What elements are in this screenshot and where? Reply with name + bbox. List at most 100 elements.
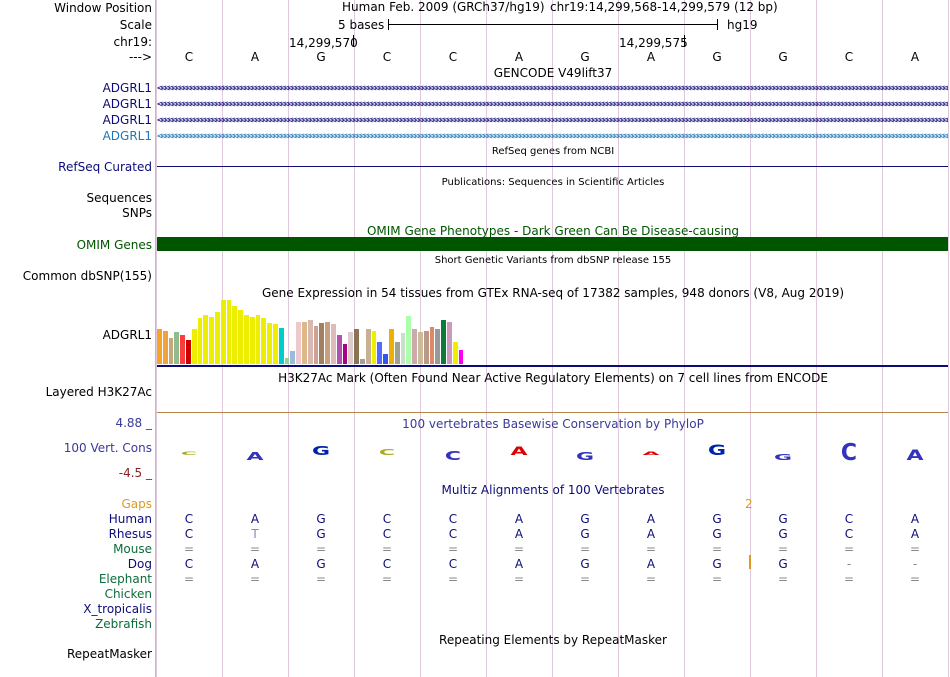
gtex-tissue-bar[interactable] bbox=[209, 317, 214, 364]
alignment-base: = bbox=[513, 572, 525, 586]
gencode-transcript-line[interactable]: <<<<<<<<<<<<<<<<<<<<<<<<<<<<<<<<<<<<<<<<… bbox=[157, 132, 948, 142]
species-label[interactable]: Elephant bbox=[98, 572, 152, 586]
gencode-transcript-label[interactable]: ADGRL1 bbox=[102, 81, 152, 95]
gtex-tissue-bar[interactable] bbox=[261, 318, 267, 364]
gtex-tissue-bar[interactable] bbox=[273, 324, 278, 364]
gtex-tissue-bar[interactable] bbox=[400, 333, 406, 364]
omim-feature-bar[interactable] bbox=[157, 237, 948, 251]
gtex-tissue-bar[interactable] bbox=[174, 332, 180, 364]
species-label[interactable]: Mouse bbox=[113, 542, 152, 556]
phylop-base-glyph: A bbox=[906, 448, 924, 464]
position-readout[interactable]: chr19:14,299,568-14,299,579 (12 bp) bbox=[550, 0, 778, 14]
gtex-tissue-bar[interactable] bbox=[197, 318, 203, 364]
publications-label-snps[interactable]: SNPs bbox=[122, 206, 152, 220]
gtex-tissue-bar[interactable] bbox=[383, 354, 388, 364]
gtex-tissue-bar[interactable] bbox=[371, 331, 377, 364]
gtex-tissue-bar[interactable] bbox=[412, 329, 417, 364]
phylop-base-glyph: A bbox=[510, 445, 527, 458]
gtex-tissue-bar[interactable] bbox=[435, 329, 441, 364]
alignment-base: = bbox=[381, 572, 393, 586]
gencode-transcript-label[interactable]: ADGRL1 bbox=[102, 129, 152, 143]
gencode-transcript-label[interactable]: ADGRL1 bbox=[102, 97, 152, 111]
gtex-tissue-bar[interactable] bbox=[307, 320, 313, 364]
alignment-base: G bbox=[580, 527, 590, 541]
gtex-tissue-bar[interactable] bbox=[389, 329, 394, 364]
alignment-base: A bbox=[250, 557, 260, 571]
gtex-tissue-bar[interactable] bbox=[290, 351, 296, 364]
gtex-tissue-bar[interactable] bbox=[302, 322, 307, 364]
gtex-tissue-bar[interactable] bbox=[244, 315, 249, 364]
gtex-tissue-bar[interactable] bbox=[168, 338, 174, 364]
scale-bar bbox=[388, 24, 718, 25]
gtex-tissue-bar[interactable] bbox=[418, 332, 423, 364]
gtex-tissue-bar[interactable] bbox=[452, 342, 458, 364]
dbsnp-track-label[interactable]: Common dbSNP(155) bbox=[22, 269, 152, 283]
species-label[interactable]: Human bbox=[108, 512, 152, 526]
window-position-label: Window Position bbox=[54, 1, 152, 15]
publications-track-title: Publications: Sequences in Scientific Ar… bbox=[441, 177, 665, 188]
gtex-tissue-bar[interactable] bbox=[226, 300, 232, 364]
gtex-tissue-bar[interactable] bbox=[394, 342, 400, 364]
species-label[interactable]: X_tropicalis bbox=[83, 602, 152, 616]
gtex-tissue-bar[interactable] bbox=[429, 327, 435, 364]
gtex-tissue-bar[interactable] bbox=[458, 350, 464, 364]
h3k27ac-signal-line bbox=[157, 412, 948, 413]
species-label[interactable]: Rhesus bbox=[108, 527, 152, 541]
gtex-tissue-bar[interactable] bbox=[278, 328, 284, 364]
gtex-tissue-bar[interactable] bbox=[365, 329, 371, 364]
gtex-tissue-bar[interactable] bbox=[180, 335, 185, 364]
gencode-transcript-line[interactable]: <<<<<<<<<<<<<<<<<<<<<<<<<<<<<<<<<<<<<<<<… bbox=[157, 84, 948, 94]
repeatmasker-track-label[interactable]: RepeatMasker bbox=[66, 647, 152, 661]
gtex-tissue-bar[interactable] bbox=[284, 358, 290, 364]
gtex-tissue-bar[interactable] bbox=[157, 329, 162, 364]
gtex-tissue-bar[interactable] bbox=[342, 344, 348, 364]
scale-bar-left-tick bbox=[388, 19, 389, 30]
gtex-tissue-bar[interactable] bbox=[441, 320, 446, 364]
gtex-tissue-bar[interactable] bbox=[319, 323, 325, 364]
gtex-tissue-bar[interactable] bbox=[238, 310, 243, 364]
gtex-tissue-bar[interactable] bbox=[447, 322, 452, 364]
multiz-track-title: Multiz Alignments of 100 Vertebrates bbox=[441, 483, 665, 497]
gtex-tissue-bar[interactable] bbox=[215, 312, 220, 364]
gtex-tissue-bar[interactable] bbox=[203, 315, 209, 364]
refseq-track-label[interactable]: RefSeq Curated bbox=[58, 160, 152, 174]
alignment-base: G bbox=[316, 512, 326, 526]
dbsnp-track-title: Short Genetic Variants from dbSNP releas… bbox=[434, 255, 672, 266]
gtex-tissue-bar[interactable] bbox=[186, 340, 191, 364]
gtex-tissue-bar[interactable] bbox=[267, 323, 272, 364]
gtex-tissue-bar[interactable] bbox=[377, 342, 383, 364]
gtex-tissue-bar[interactable] bbox=[331, 324, 336, 364]
species-label[interactable]: Zebrafish bbox=[95, 617, 152, 631]
alignment-base: = bbox=[315, 542, 327, 556]
gencode-transcript-line[interactable]: <<<<<<<<<<<<<<<<<<<<<<<<<<<<<<<<<<<<<<<<… bbox=[157, 116, 948, 126]
gtex-tissue-bar[interactable] bbox=[249, 317, 255, 364]
gtex-tissue-bar[interactable] bbox=[232, 306, 238, 364]
gtex-tissue-bar[interactable] bbox=[423, 331, 429, 364]
gtex-tissue-bar[interactable] bbox=[325, 322, 330, 364]
alignment-base: A bbox=[514, 512, 524, 526]
publications-label-sequences[interactable]: Sequences bbox=[86, 191, 152, 205]
h3k27ac-track-label[interactable]: Layered H3K27Ac bbox=[45, 385, 152, 399]
gtex-tissue-bar[interactable] bbox=[348, 332, 354, 364]
gtex-tissue-bar[interactable] bbox=[354, 329, 359, 364]
gtex-track-label[interactable]: ADGRL1 bbox=[102, 328, 152, 342]
gencode-transcript-label[interactable]: ADGRL1 bbox=[102, 113, 152, 127]
species-label[interactable]: Dog bbox=[127, 557, 152, 571]
species-label[interactable]: Chicken bbox=[104, 587, 152, 601]
gtex-tissue-bar[interactable] bbox=[296, 322, 301, 364]
gtex-tissue-bar[interactable] bbox=[336, 335, 342, 364]
gtex-tissue-bar[interactable] bbox=[162, 331, 168, 364]
gtex-tissue-bar[interactable] bbox=[220, 300, 226, 364]
phylop-base-glyph: C bbox=[379, 447, 395, 457]
phylop-track-label[interactable]: 100 Vert. Cons bbox=[63, 441, 152, 455]
gencode-transcript-line[interactable]: <<<<<<<<<<<<<<<<<<<<<<<<<<<<<<<<<<<<<<<<… bbox=[157, 100, 948, 110]
gtex-tissue-bar[interactable] bbox=[255, 315, 261, 364]
gtex-tissue-bar[interactable] bbox=[406, 316, 412, 364]
gtex-tissue-bar[interactable] bbox=[313, 326, 319, 364]
gtex-tissue-bar[interactable] bbox=[360, 359, 365, 364]
omim-track-label[interactable]: OMIM Genes bbox=[76, 238, 152, 252]
alignment-base: A bbox=[646, 557, 656, 571]
gtex-tissue-bar[interactable] bbox=[191, 329, 197, 364]
